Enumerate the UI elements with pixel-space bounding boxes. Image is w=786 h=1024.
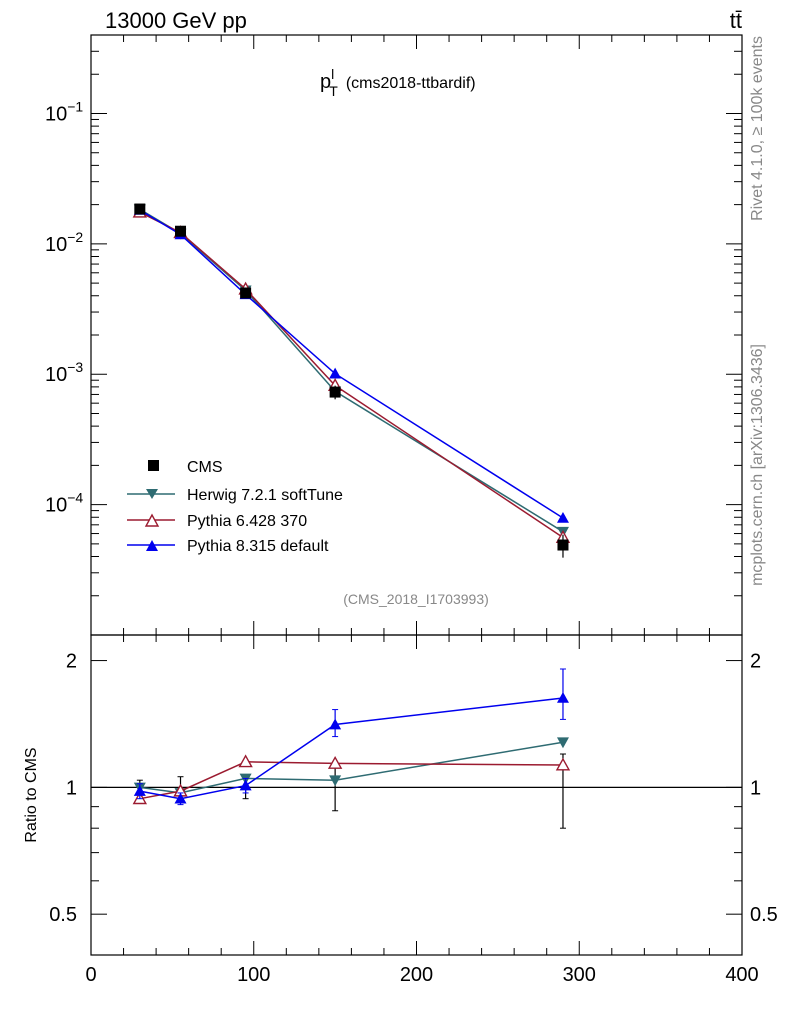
main-y-tick-label: 10−2 <box>45 229 83 256</box>
series-line-herwig-7-2-1-softtune <box>139 208 564 533</box>
tick-exponent: −1 <box>67 98 83 114</box>
legend-label-pythia6: Pythia 6.428 370 <box>187 513 307 530</box>
main-y-tick-label: 10−1 <box>45 98 83 125</box>
legend-entry-pythia6: Pythia 6.428 370 <box>127 513 307 530</box>
marker-cms <box>240 287 252 299</box>
ratio-y-tick-label-right: 2 <box>750 651 761 673</box>
marker-cms <box>557 539 569 551</box>
ratio-frame <box>90 634 743 956</box>
ratio-line-herwig-7-2-1-softtune <box>139 741 564 794</box>
x-tick-label: 400 <box>725 964 758 986</box>
ratio-y-tick-label-left: 1 <box>66 777 77 799</box>
tick-base: 10 <box>45 234 67 256</box>
title-superscript: l <box>331 66 334 82</box>
legend-marker-herwig <box>146 489 158 499</box>
legend-marker-pythia6 <box>144 513 160 527</box>
x-tick-label: 0 <box>85 964 96 986</box>
ratio-marker-pythia-8-315-default <box>329 718 342 730</box>
title-symbol: p <box>320 71 331 93</box>
tick-base: 10 <box>45 364 67 386</box>
legend-marker-cms <box>148 460 159 471</box>
main-panel: 10−110−210−310−4 pl T (cms2018-ttbardif) (… <box>45 34 743 636</box>
ratio-panel: 0.5 0.5 1 1 2 2 0 100 200 300 400 Ratio to CMS <box>23 634 778 986</box>
main-series <box>132 203 571 558</box>
ratio-y-tick-label-right: 1 <box>750 777 761 799</box>
legend-label-pythia8: Pythia 8.315 default <box>187 538 329 555</box>
legend-label-cms: CMS <box>187 459 223 476</box>
x-tick-label: 100 <box>237 964 270 986</box>
ratio-line-pythia-8-315-default <box>139 697 564 800</box>
legend-entry-herwig: Herwig 7.2.1 softTune <box>127 487 343 504</box>
ratio-ticks <box>90 635 743 956</box>
main-y-tick-label: 10−3 <box>45 359 83 386</box>
x-tick-labels: 0 100 200 300 400 <box>85 964 758 986</box>
ratio-marker-herwig-7-2-1-softtune <box>556 737 569 749</box>
marker-pythia-8-315-default <box>329 367 342 379</box>
observable-title: pl T (cms2018-ttbardif) <box>320 66 476 99</box>
ratio-marker-pythia-6-428-370 <box>238 754 253 768</box>
ratio-y-tick-label-right: 0.5 <box>750 904 778 926</box>
legend-entry-cms: CMS <box>148 459 223 476</box>
ratio-y-axis-label: Ratio to CMS <box>23 747 40 842</box>
tick-exponent: −4 <box>67 490 83 506</box>
analysis-tag: (CMS_2018_I1703993) <box>343 591 489 607</box>
legend: CMS Herwig 7.2.1 softTune Pythia 6.428 3… <box>127 459 343 555</box>
ratio-series <box>132 668 571 806</box>
ratio-marker-pythia-6-428-370 <box>327 755 343 769</box>
tick-base: 10 <box>45 103 67 125</box>
tick-exponent: −3 <box>67 359 83 375</box>
marker-cms <box>134 203 146 215</box>
ratio-y-tick-label-left: 2 <box>66 651 77 673</box>
ratio-marker-herwig-7-2-1-softtune <box>329 775 342 787</box>
process-label: tt̄ <box>730 8 742 33</box>
x-tick-label: 300 <box>563 964 596 986</box>
ratio-y-tick-label-left: 0.5 <box>49 904 77 926</box>
mcplots-site-label: mcplots.cern.ch [arXiv:1306.3436] <box>749 344 766 586</box>
ratio-marker-pythia-6-428-370 <box>555 757 571 771</box>
tick-exponent: −2 <box>67 229 83 245</box>
legend-label-herwig: Herwig 7.2.1 softTune <box>187 487 343 504</box>
rivet-version-label: Rivet 4.1.0, ≥ 100k events <box>749 36 766 221</box>
main-ticks <box>90 34 743 636</box>
legend-entry-pythia8: Pythia 8.315 default <box>127 538 329 555</box>
tick-base: 10 <box>45 495 67 517</box>
energy-label: 13000 GeV pp <box>105 8 247 33</box>
marker-cms <box>329 386 341 398</box>
legend-marker-pythia8 <box>146 540 158 551</box>
x-tick-label: 200 <box>400 964 433 986</box>
main-y-tick-label: 10−4 <box>45 490 83 517</box>
title-subscript: T <box>329 83 338 99</box>
ratio-marker-pythia-8-315-default <box>239 779 252 791</box>
ratio-y-tick-labels: 0.5 0.5 1 1 2 2 <box>49 651 778 927</box>
ratio-marker-pythia-8-315-default <box>174 792 187 804</box>
ratio-marker-pythia-8-315-default <box>133 785 146 796</box>
ratio-line-pythia-6-428-370 <box>139 761 564 800</box>
main-y-tick-labels: 10−110−210−310−4 <box>45 98 83 516</box>
ratio-marker-pythia-8-315-default <box>556 691 569 703</box>
marker-pythia-8-315-default <box>556 511 569 523</box>
title-analysis: (cms2018-ttbardif) <box>346 75 476 92</box>
marker-cms <box>175 225 187 237</box>
